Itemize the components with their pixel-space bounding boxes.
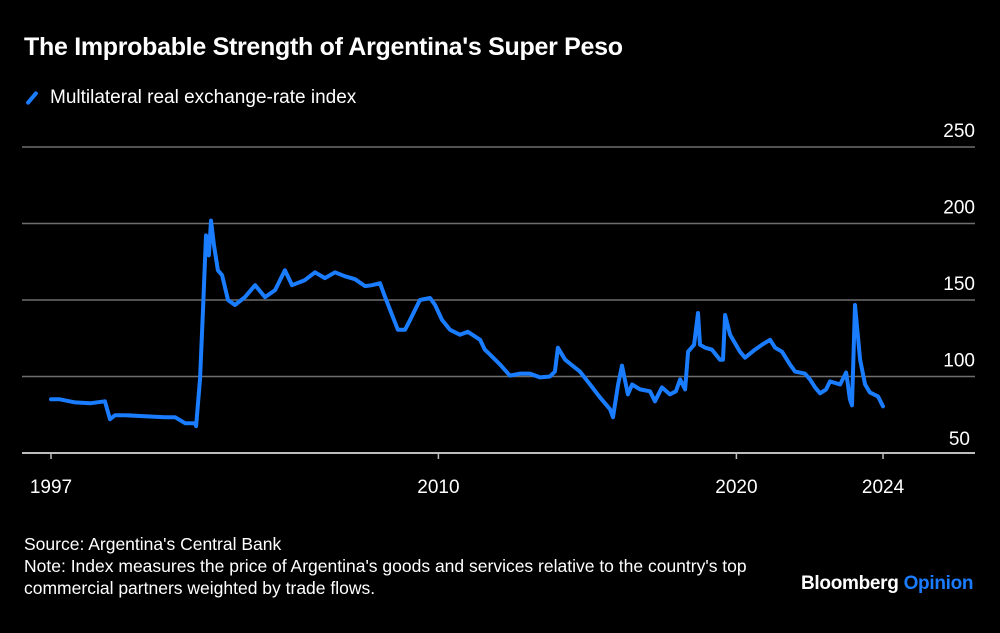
legend: Multilateral real exchange-rate index: [24, 87, 356, 109]
legend-label: Multilateral real exchange-rate index: [50, 87, 357, 108]
note-text: Note: Index measures the price of Argent…: [24, 556, 747, 598]
y-tick-label: 150: [943, 274, 975, 295]
source-text: Source: Argentina's Central Bank: [24, 534, 282, 554]
x-tick-label: 2024: [862, 477, 905, 498]
y-tick-label: 100: [943, 351, 975, 372]
y-tick-label: 50: [949, 429, 970, 450]
logo-section: Opinion: [903, 573, 974, 594]
x-tick-label: 2010: [417, 477, 459, 498]
logo-brand: Bloomberg: [801, 573, 899, 594]
x-tick-label: 2020: [715, 477, 757, 498]
y-tick-label: 200: [943, 198, 975, 219]
series-line: [49, 218, 885, 429]
y-tick-label: 250: [943, 121, 975, 142]
chart-title: The Improbable Strength of Argentina's S…: [24, 33, 623, 61]
bloomberg-opinion-logo: Bloomberg Opinion: [801, 573, 974, 595]
x-tick-label: 1997: [30, 477, 72, 498]
